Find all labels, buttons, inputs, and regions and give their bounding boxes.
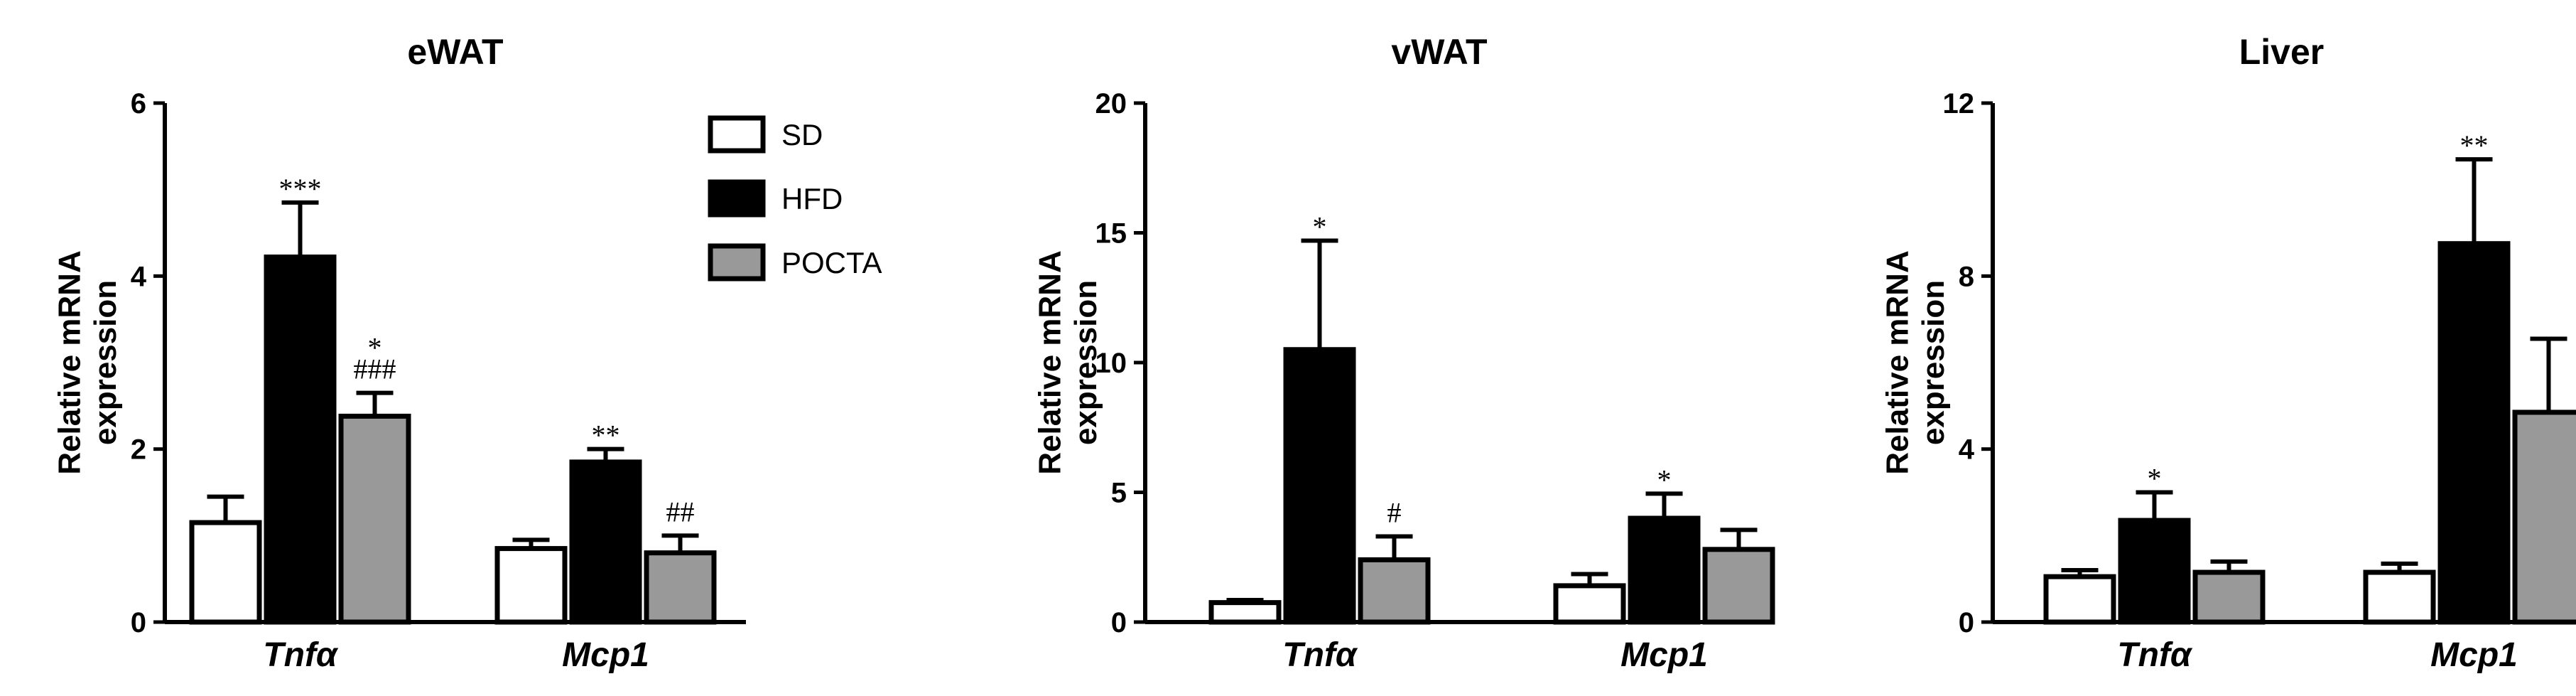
x-category-label: Mcp1 [1620,636,1708,674]
significance-label: # [1387,497,1402,529]
x-category-label: Tnfα [1282,636,1358,674]
chart-panel-vwat: vWAT Relative mRNAexpression 0 5 10 15 20 * # Tnf… [1033,32,1775,674]
significance-label: ## [666,496,695,528]
legend-label: HFD [781,182,843,215]
bar-sd-1 [2363,569,2436,625]
y-tick-label: 10 [1095,348,1127,379]
significance-label: * [368,332,382,364]
x-category-label: Mcp1 [562,636,649,674]
chart-title: Liver [2239,32,2325,72]
y-tick-label: 5 [1111,478,1127,509]
significance-label: ** [592,419,620,451]
chart-title: eWAT [407,32,503,72]
bar-sd-1 [494,546,568,625]
legend-label: SD [781,118,823,151]
legend-swatch-hfd [708,179,766,218]
bar-pocta-0 [2192,569,2266,625]
significance-label: * [1657,464,1672,496]
y-tick-label: 20 [1095,88,1127,119]
x-category-label: Tnfα [263,636,339,674]
y-tick-label: 8 [1959,261,1974,292]
bar-pocta-1 [644,550,717,625]
bar-sd-0 [2043,574,2116,625]
bar-sd-1 [1553,583,1626,625]
y-tick-label: 0 [1959,607,1974,638]
y-tick-label: 0 [1111,607,1127,638]
y-axis-label: Relative mRNAexpression [1880,250,1952,474]
bar-pocta-1 [1702,547,1775,625]
y-tick-label: 15 [1095,218,1127,250]
x-category-label: Mcp1 [2430,636,2518,674]
x-category-label: Tnfα [2117,636,2193,674]
significance-label: * [1313,210,1327,242]
y-tick-label: 2 [131,434,146,466]
bar-hfd-0 [2118,518,2191,625]
significance-label: * [2148,463,2162,495]
bar-sd-0 [189,520,262,625]
legend-label: POCTA [781,246,882,279]
bar-pocta-0 [1358,557,1431,625]
significance-label: ### [354,353,396,385]
y-tick-label: 4 [1959,434,1975,466]
significance-label: ** [2460,129,2489,161]
bar-pocta-0 [338,413,411,625]
y-axis-label: Relative mRNAexpression [1033,250,1104,474]
y-tick-label: 0 [131,607,146,638]
bar-hfd-1 [1628,515,1701,625]
bar-hfd-0 [264,255,337,625]
y-tick-label: 6 [131,88,146,119]
bar-pocta-1 [2512,409,2576,625]
y-tick-label: 12 [1943,88,1975,119]
legend-swatch-sd [708,115,766,154]
legend: SD HFD POCTA [708,115,882,282]
chart-title: vWAT [1391,32,1487,72]
bar-hfd-0 [1283,347,1356,625]
bar-sd-0 [1208,600,1282,625]
y-axis-label: Relative mRNAexpression [53,250,124,474]
bar-hfd-1 [2437,241,2511,625]
legend-swatch-pocta [708,243,766,282]
significance-label: *** [279,173,322,205]
bar-hfd-1 [569,459,642,625]
y-tick-label: 4 [131,261,147,292]
chart-panel-liver: Liver Relative mRNAexpression 0 4 8 12 * Tnfα **… [1880,32,2576,674]
